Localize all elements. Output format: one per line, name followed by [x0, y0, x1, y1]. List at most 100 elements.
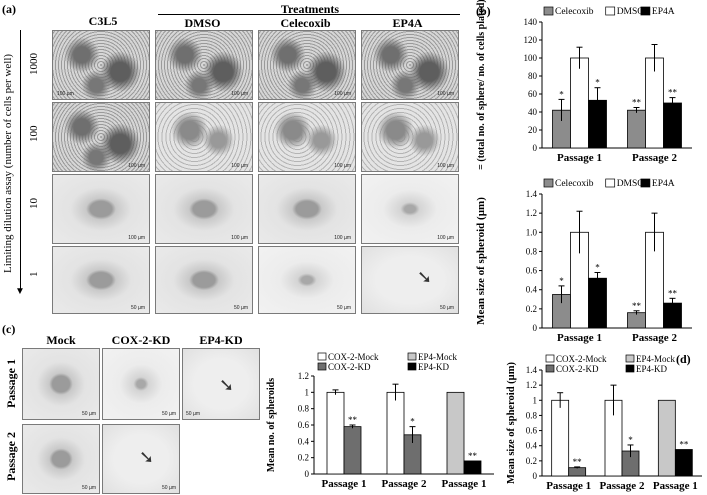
row-label-10: 10: [28, 198, 40, 210]
y-tick-label: 20: [528, 125, 538, 135]
bar: [657, 399, 676, 477]
y-tick-label: 100: [524, 53, 538, 63]
y-tick-label: 1.0: [526, 227, 538, 237]
y-tick-label: 60: [528, 89, 538, 99]
x-category-label: Passage 1: [442, 478, 487, 490]
micrograph-c3l5-100: 100 µm: [52, 102, 150, 172]
legend-swatch: [407, 362, 417, 371]
chart-spheroid-size-b: 0 0.2 0.4 0.6 0.8 1.0 1.2 1.4 Mean size of spher…: [475, 178, 692, 344]
y-tick-label: 1.4: [526, 365, 538, 375]
y-tick-label: 0.8: [526, 410, 538, 420]
micrograph-cox2kd-p2: ➘ 50 µm: [102, 424, 180, 494]
arrow-icon: ➘: [139, 447, 155, 468]
micrograph-mock-p1: 50 µm: [22, 348, 100, 420]
y-axis-label: SFE = (total no. of sphere/ no. of cells…: [476, 0, 487, 170]
panel-d-label: (d): [676, 352, 691, 366]
significance-label: **: [632, 301, 642, 311]
legend-entry: DMSO: [617, 179, 645, 189]
chart-sfe: 0 20 40 60 80 100 120 140 SFE = (total no. of sp…: [476, 0, 692, 170]
micrograph-mock-p2: 50 µm: [22, 424, 100, 494]
bar: [343, 426, 362, 475]
micrograph-celecoxib-1000: 100 µm: [258, 30, 356, 100]
micrograph-ep4a-1000: 100 µm: [361, 30, 459, 100]
bar: [551, 399, 570, 477]
micrograph-celecoxib-100: 100 µm: [258, 102, 356, 172]
y-tick-label: 0.4: [526, 441, 538, 451]
legend-swatch: [605, 178, 616, 188]
significance-label: **: [468, 451, 478, 461]
bar: [326, 391, 345, 475]
arrow-icon: ➘: [219, 375, 235, 396]
bar: [570, 57, 589, 149]
y-tick-label: 40: [528, 107, 538, 117]
significance-label: *: [595, 262, 600, 272]
bar: [627, 312, 646, 329]
micrograph-c3l5-1000: 100 µm: [52, 30, 150, 100]
significance-label: **: [573, 457, 583, 467]
x-category-label: Passage 2: [632, 152, 677, 164]
treatments-divider: [158, 14, 460, 15]
micrograph-ep4kd-p1: ➘ 50 µm: [182, 348, 260, 420]
legend-entry: COX-2-KD: [328, 362, 371, 372]
bar: [674, 449, 693, 477]
x-category-label: Passage 1: [557, 332, 602, 344]
treatments-header: Treatments: [280, 2, 340, 16]
y-tick-label: 80: [528, 71, 538, 81]
legend-entry: EP4A: [652, 179, 675, 189]
arrow-icon: ➘: [417, 267, 433, 288]
x-category-label: Passage 2: [382, 478, 427, 490]
bar: [663, 102, 682, 149]
y-tick-label: 0: [533, 471, 538, 481]
significance-label: **: [668, 88, 678, 98]
bar: [568, 467, 587, 477]
significance-label: *: [410, 417, 415, 427]
bar: [588, 277, 607, 329]
dilution-arrow-shaft: [20, 30, 21, 292]
legend-entry: EP4A: [652, 7, 675, 17]
bar: [446, 391, 465, 475]
y-tick-label: 0.4: [298, 436, 310, 446]
micrograph-cox2kd-p1: 50 µm: [102, 348, 180, 420]
legend-entry: EP4-KD: [418, 362, 449, 372]
y-tick-label: 0.6: [526, 426, 538, 436]
legend-swatch: [317, 352, 327, 361]
legend-swatch: [625, 354, 635, 363]
y-tick-label: 1.4: [526, 189, 538, 199]
x-category-label: Passage 1: [557, 152, 602, 164]
significance-label: *: [559, 89, 564, 99]
bar: [627, 109, 646, 149]
panel-b-label: (b): [476, 4, 491, 18]
column-header-c3l5: C3L5: [88, 14, 118, 28]
column-header-mock: Mock: [46, 333, 76, 347]
legend-swatch: [543, 6, 554, 16]
row-label-passage-1: Passage 1: [4, 359, 18, 409]
y-tick-label: 1.2: [526, 208, 537, 218]
legend-entry: COX-2-Mock: [556, 354, 607, 364]
legend-entry: Celecoxib: [555, 179, 594, 189]
legend-entry: Celecoxib: [555, 7, 594, 17]
y-tick-label: 140: [524, 17, 538, 27]
micrograph-c3l5-1: 50 µm: [52, 246, 150, 314]
panel-c-label: (c): [2, 322, 16, 336]
bar: [386, 391, 405, 475]
dilution-arrow-head-icon: ▼: [15, 286, 25, 297]
limiting-dilution-axis-label: Limiting dilution assay (number of cells…: [2, 53, 14, 273]
y-tick-label: 0: [533, 143, 538, 153]
micrograph-c3l5-10: 100 µm: [52, 174, 150, 244]
column-header-cox2-kd: COX-2-KD: [111, 333, 171, 347]
legend-entry: EP4-KD: [636, 364, 667, 374]
row-label-passage-2: Passage 2: [4, 432, 18, 482]
y-tick-label: 0.6: [298, 420, 310, 430]
column-header-ep4a: EP4A: [392, 16, 423, 30]
x-category-label: Passage 2: [632, 332, 677, 344]
legend-swatch: [545, 354, 555, 363]
y-tick-label: 0.8: [298, 404, 310, 414]
legend-entry: COX-2-KD: [556, 364, 599, 374]
y-tick-label: 0.6: [526, 266, 538, 276]
micrograph-ep4a-1: ➘ 50 µm: [361, 246, 459, 314]
legend-swatch: [605, 6, 616, 16]
y-tick-label: 0.4: [526, 285, 538, 295]
y-tick-label: 0: [533, 323, 538, 333]
row-label-100: 100: [28, 125, 40, 143]
